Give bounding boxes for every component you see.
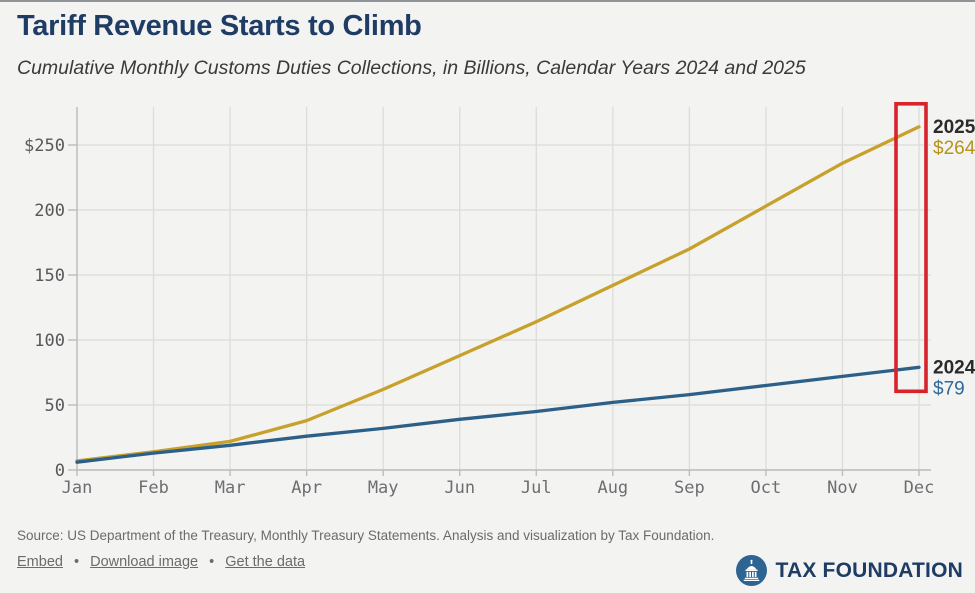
x-tick-label: Oct [751,478,782,498]
y-tick-label: $250 [24,136,65,156]
x-tick-label: Jan [62,478,93,498]
x-tick-label: Sep [674,478,705,498]
logo-wordmark: TAX FOUNDATION [775,558,963,582]
series-year-label-2025: 2025 [933,117,975,138]
x-tick-label: May [368,478,399,498]
highlight-box [894,102,928,394]
y-tick-label: 50 [45,396,65,416]
line-2025 [75,125,921,463]
capitol-icon [736,555,768,586]
y-tick-label: 150 [34,266,65,286]
embed-link[interactable]: Embed [17,554,63,570]
download-image-link[interactable]: Download image [90,554,199,570]
source-note: Source: US Department of the Treasury, M… [17,528,715,543]
y-tick-label: 0 [55,461,65,481]
x-tick-label: Aug [597,478,628,498]
x-tick-label: Jul [521,478,552,498]
x-tick-label: Jun [444,478,475,498]
page-title: Tariff Revenue Starts to Climb [17,10,422,42]
x-tick-label: Mar [215,478,246,498]
x-tick-label: Nov [827,478,858,498]
x-tick-label: Apr [291,478,322,498]
chart-header: Tariff Revenue Starts to Climb Cumulativ… [17,10,957,80]
y-tick-label: 100 [34,331,65,351]
get-the-data-link[interactable]: Get the data [225,554,306,570]
link-separator: • [73,554,80,570]
series-value-label-2024: $79 [933,378,965,399]
chart-area: $250 200 150 100 50 0 Jan Feb Mar Apr May Jun Jul Aug… [0,97,975,522]
x-tick-label: Feb [138,478,169,498]
series-year-label-2024: 2024 [933,357,975,378]
link-separator: • [209,554,215,570]
line-2024 [75,365,921,464]
footer-links: Embed • Download image • Get the data [17,554,305,570]
x-tick-label: Dec [904,478,935,498]
y-tick-label: 200 [34,201,65,221]
series-value-label-2025: $264 [933,138,975,159]
tax-foundation-logo: TAX FOUNDATION [736,555,963,586]
chart-subtitle: Cumulative Monthly Customs Duties Collec… [17,57,806,79]
